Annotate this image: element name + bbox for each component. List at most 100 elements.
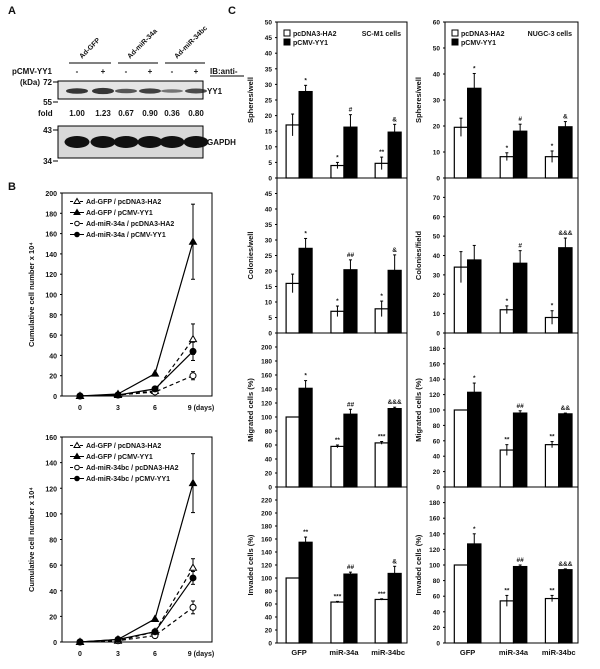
- y-tick-label: 35: [265, 222, 273, 229]
- bar-pcmv-yy1: [387, 408, 402, 488]
- significance-mark: ##: [347, 401, 355, 408]
- legend-entry: Ad-GFP / pcDNA3-HA2: [86, 199, 161, 206]
- yy1-band: [66, 88, 88, 94]
- bar-pcmv-yy1: [512, 565, 528, 644]
- legend-entry: Ad-miR-34a / pCMV-YY1: [86, 232, 166, 239]
- significance-mark: &&&: [388, 399, 402, 406]
- y-tick-label: 5: [268, 160, 272, 167]
- y-tick-label: 120: [429, 547, 440, 554]
- y-tick-label: 10: [265, 144, 273, 151]
- bar-pcmv-yy1: [558, 413, 573, 488]
- data-point-circle: [189, 574, 197, 582]
- y-tick-label: 40: [433, 454, 441, 461]
- significance-mark: ##: [347, 564, 355, 571]
- y-tick-label: 80: [49, 538, 57, 545]
- bar-pcmv-yy1: [558, 126, 573, 179]
- significance-mark: &: [392, 247, 397, 254]
- y-tick-label: 35: [265, 66, 273, 73]
- legend-swatch: [451, 38, 459, 46]
- lane-group-label: Ad-miR-34a: [126, 28, 159, 61]
- bar-pcdna3: [374, 442, 389, 488]
- lane-sign: +: [101, 67, 106, 76]
- lane-group-label: Ad-GFP: [78, 37, 102, 61]
- data-point-circle: [189, 603, 197, 611]
- y-tick-label: 30: [265, 82, 273, 89]
- y-tick-label: 70: [433, 195, 441, 202]
- y-tick-label: 20: [265, 471, 273, 478]
- series-line: [79, 241, 194, 397]
- y-tick-label: 60: [49, 563, 57, 570]
- y-axis-label: Invaded cells (%): [246, 534, 255, 595]
- bar-pcmv-yy1: [467, 543, 482, 644]
- y-tick-label: 220: [261, 498, 272, 505]
- y-tick-label: 20: [49, 374, 57, 381]
- significance-mark: *: [551, 143, 554, 150]
- y-tick-label: 0: [436, 485, 440, 492]
- panel-label-c: C: [228, 5, 236, 17]
- significance-mark: **: [335, 437, 341, 444]
- y-tick-label: 140: [261, 387, 272, 394]
- lane-sign: -: [125, 67, 128, 76]
- y-tick-label: 40: [433, 609, 441, 616]
- significance-mark: ***: [378, 591, 386, 598]
- y-tick-label: 160: [45, 232, 57, 239]
- bar-pcdna3: [285, 577, 300, 644]
- legend-entry: Ad-GFP / pcDNA3-HA2: [86, 443, 161, 450]
- data-point-triangle: [188, 478, 198, 487]
- fold-value: 0.67: [118, 109, 134, 118]
- significance-mark: *: [506, 145, 509, 152]
- lane-sign: -: [76, 67, 79, 76]
- y-tick-label: 20: [433, 292, 441, 299]
- significance-mark: **: [504, 437, 510, 444]
- y-tick-label: 80: [49, 313, 57, 320]
- kda-label: (kDa): [20, 78, 40, 87]
- significance-mark: **: [550, 587, 556, 594]
- y-tick-label: 25: [265, 253, 273, 260]
- bar-pcmv-yy1: [298, 387, 313, 488]
- lane-group-label: Ad-miR-34bc: [173, 25, 209, 61]
- y-tick-label: 200: [45, 191, 57, 198]
- legend-entry: Ad-GFP / pCMV-YY1: [86, 454, 153, 461]
- y-tick-label: 20: [265, 113, 273, 120]
- legend-entry: Ad-miR-34a / pcDNA3-HA2: [86, 221, 174, 228]
- bar-pcmv-yy1: [298, 247, 313, 334]
- series-line: [79, 482, 194, 643]
- y-tick-label: 180: [429, 346, 440, 353]
- x-tick-label: 3: [116, 651, 120, 658]
- significance-mark: &&&: [558, 230, 572, 237]
- y-tick-label: 20: [433, 625, 441, 632]
- y-axis-label: Colonies/well: [246, 232, 255, 280]
- y-axis-label: Cumulative cell number x 10⁴: [27, 487, 36, 592]
- y-tick-label: 30: [433, 98, 441, 105]
- data-point-triangle: [150, 369, 160, 377]
- y-tick-label: 0: [268, 176, 272, 183]
- x-tick-label: 9 (days): [188, 651, 214, 658]
- significance-mark: #: [349, 107, 353, 114]
- y-tick-label: 45: [265, 35, 273, 42]
- x-category-label: GFP: [460, 648, 475, 657]
- bar-pcdna3: [499, 449, 515, 488]
- y-tick-label: 140: [429, 377, 440, 384]
- data-point-triangle: [188, 334, 198, 343]
- x-category-label: miR-34a: [329, 648, 359, 657]
- fold-value: 0.36: [164, 109, 180, 118]
- data-point-triangle: [188, 237, 198, 245]
- fold-value: 1.00: [69, 109, 85, 118]
- data-point-circle: [114, 635, 122, 643]
- y-tick-label: 40: [265, 207, 273, 214]
- y-tick-label: 30: [265, 238, 273, 245]
- y-tick-label: 120: [429, 392, 440, 399]
- x-tick-label: 6: [153, 405, 157, 412]
- bar-pcdna3: [544, 444, 560, 488]
- legend-swatch: [283, 29, 291, 37]
- y-axis-label: Invaded cells (%): [414, 534, 423, 595]
- bar-pcmv-yy1: [558, 247, 573, 334]
- significance-mark: &&&: [558, 561, 572, 568]
- legend-marker: [74, 231, 80, 238]
- y-tick-label: 100: [45, 293, 57, 300]
- y-tick-label: 40: [265, 615, 273, 622]
- kda-marker: 43: [43, 126, 52, 135]
- y-tick-label: 10: [433, 311, 441, 318]
- y-tick-label: 20: [49, 614, 57, 621]
